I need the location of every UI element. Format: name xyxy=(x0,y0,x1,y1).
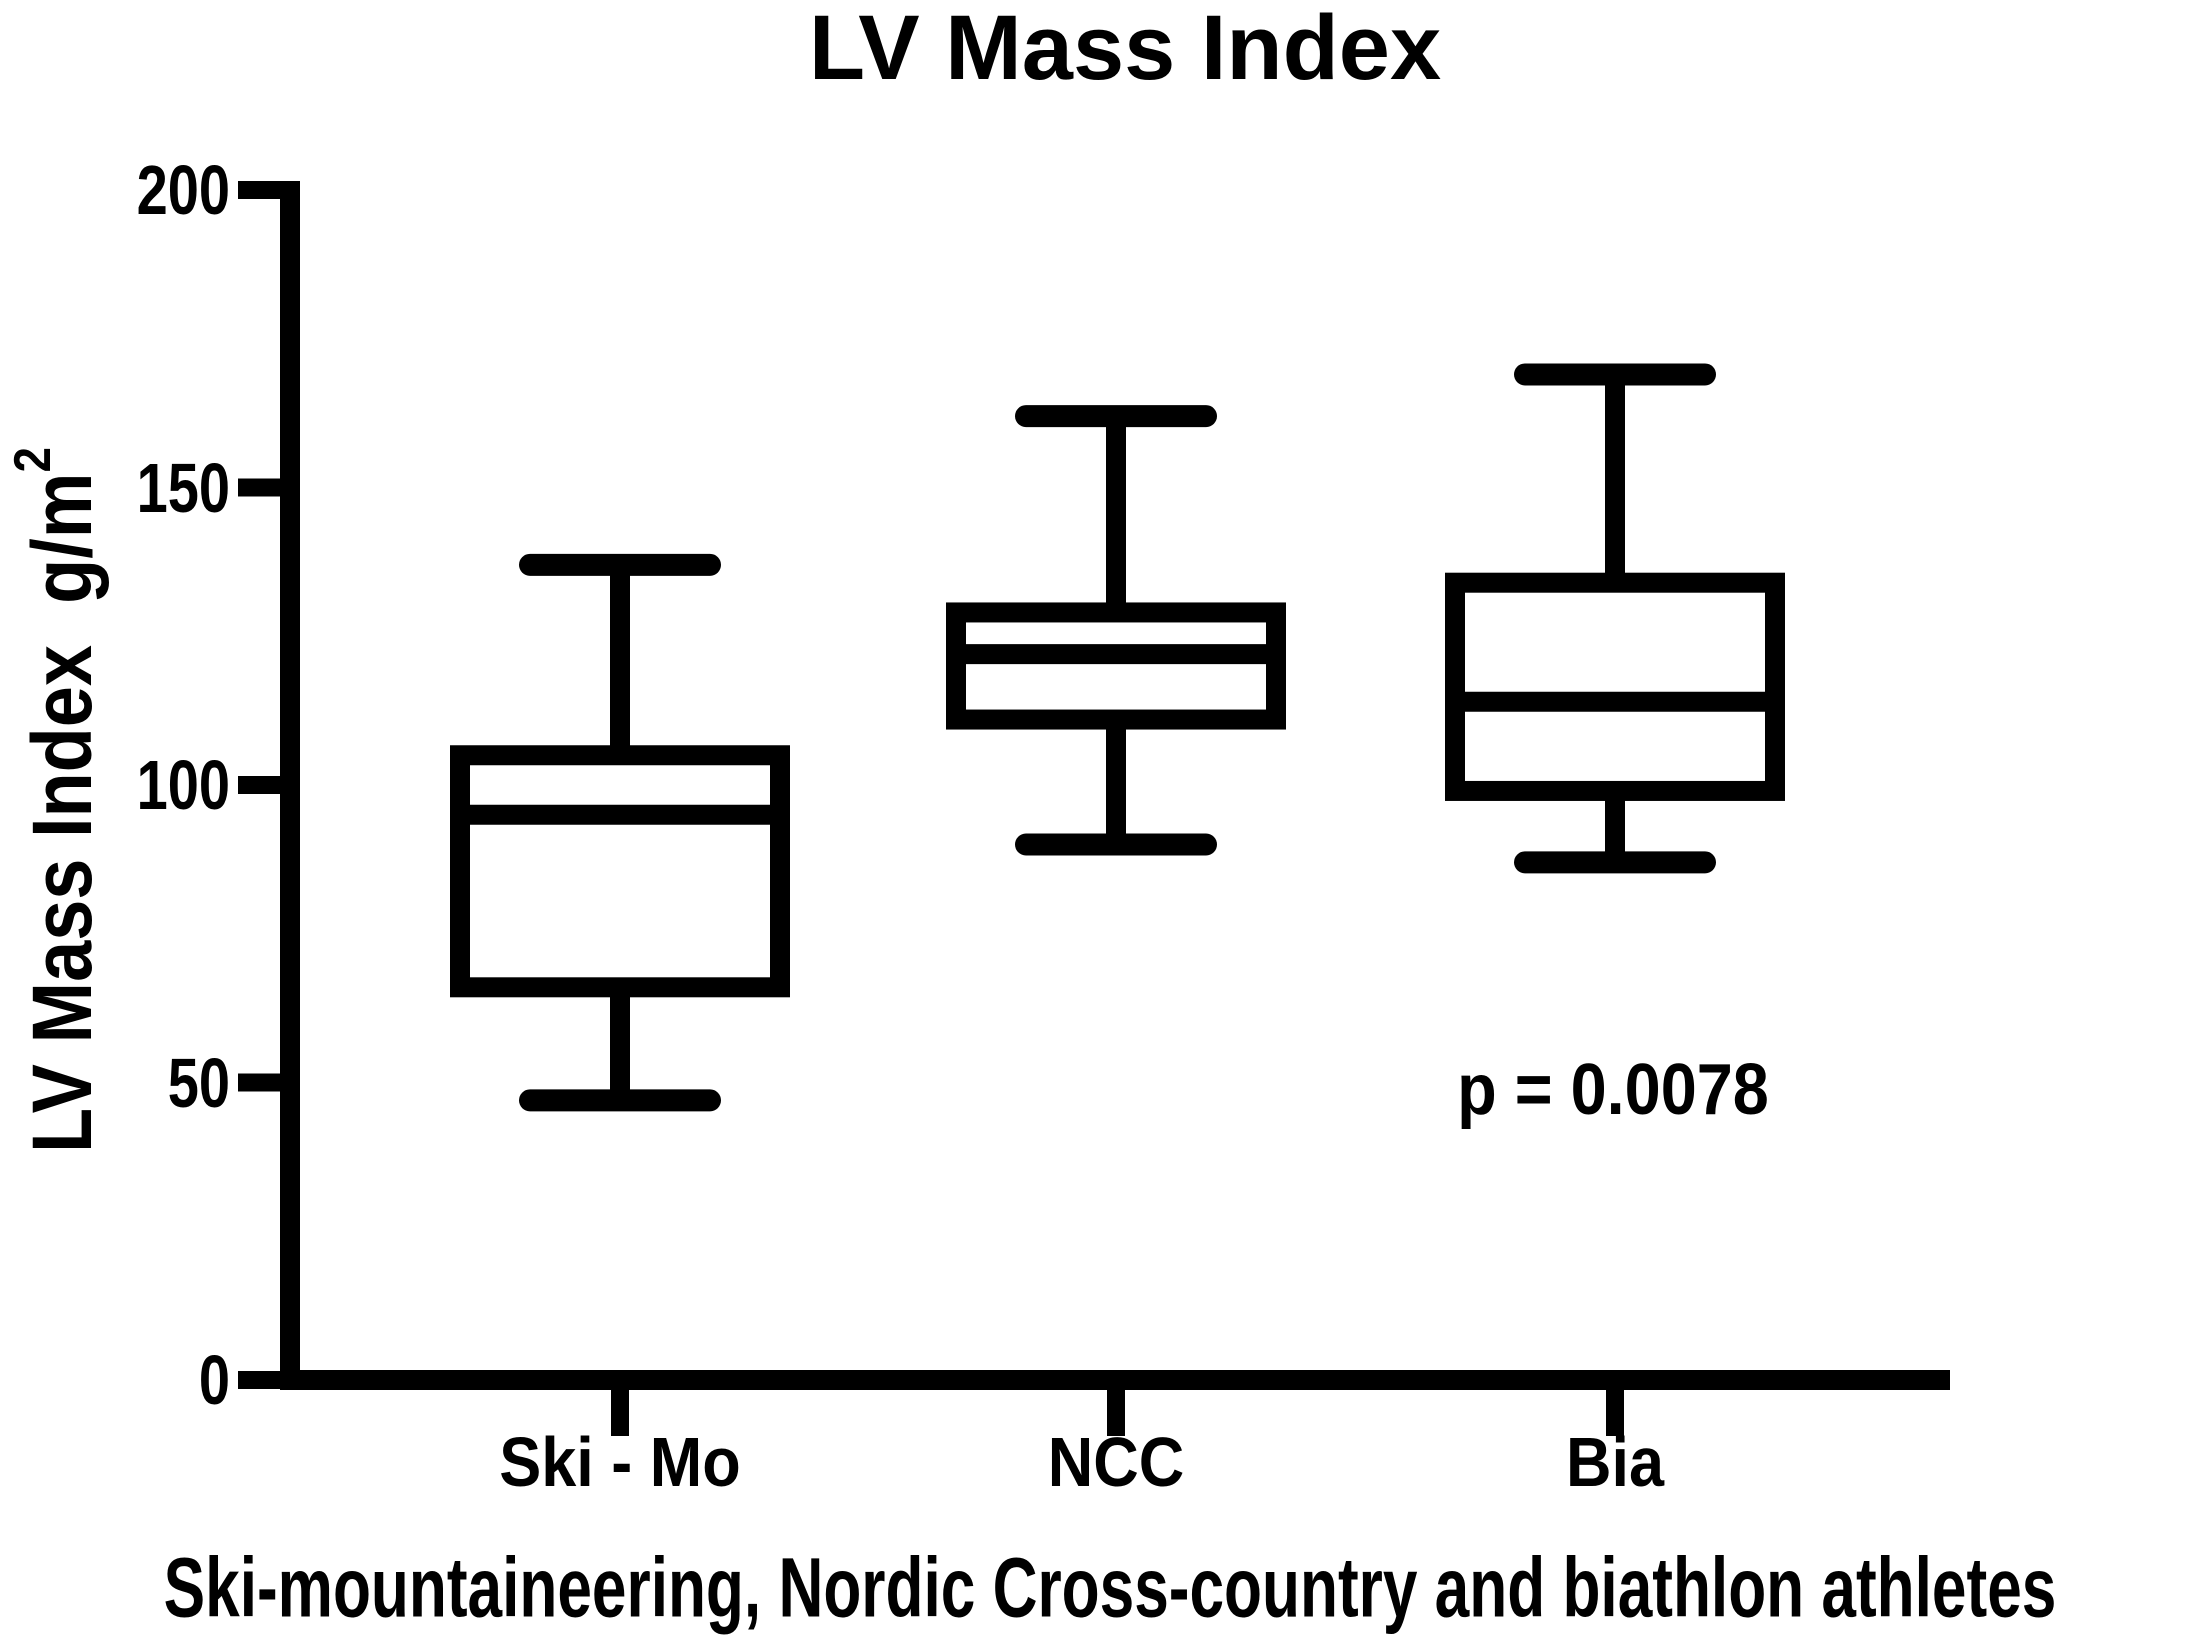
p-value-annotation: p = 0.0078 xyxy=(1457,1050,1769,1130)
y-tick-label-0: 0 xyxy=(198,1341,230,1419)
x-tick-label-bia: Bia xyxy=(1565,1423,1665,1501)
chart-title: LV Mass Index xyxy=(808,0,1442,99)
y-tick-label-200: 200 xyxy=(136,151,230,229)
x-axis-caption: Ski-mountaineering, Nordic Cross-country… xyxy=(163,1540,2057,1635)
x-tick-label-ncc: NCC xyxy=(1047,1423,1185,1501)
y-tick-label-150: 150 xyxy=(136,448,230,527)
y-tick-label-100: 100 xyxy=(136,746,230,824)
box-iqr-ncc xyxy=(946,602,1286,730)
box-iqr-ski-mo xyxy=(450,745,790,998)
y-tick-label-50: 50 xyxy=(167,1043,230,1122)
box-iqr-bia xyxy=(1445,572,1785,801)
x-tick-label-ski-mo: Ski - Mo xyxy=(499,1423,741,1501)
